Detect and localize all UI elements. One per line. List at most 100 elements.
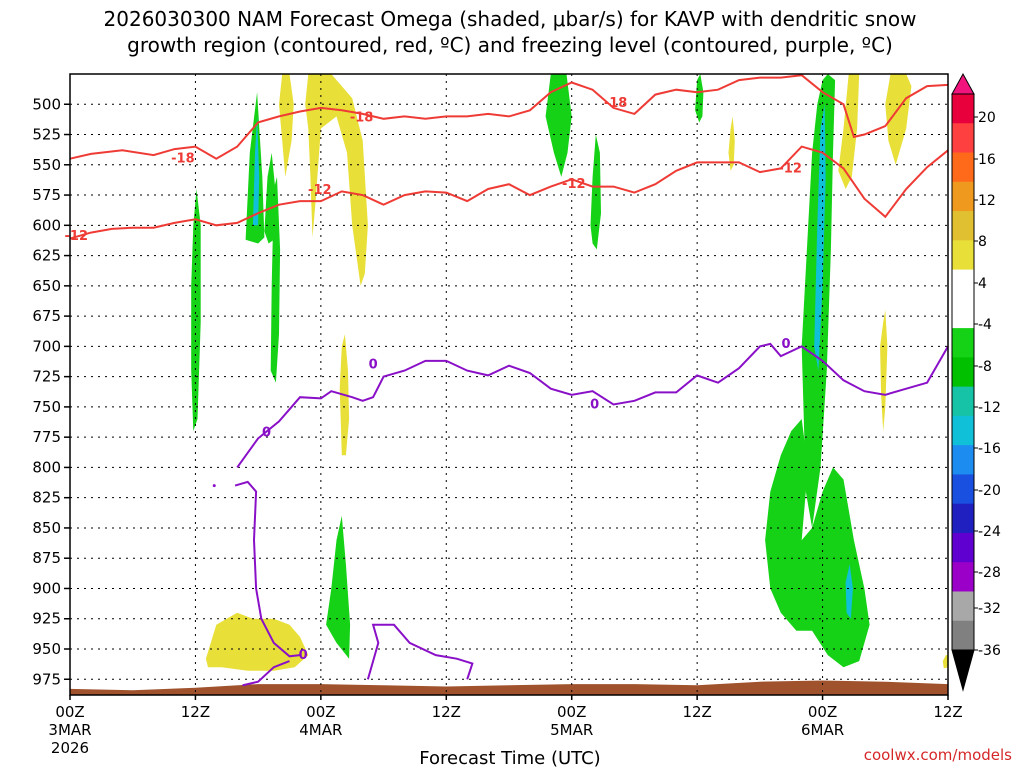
purple-contour-label-2: 0 <box>590 397 599 412</box>
chart-title-line-2: growth region (contoured, red, ºC) and f… <box>127 33 893 57</box>
colorbar-segment-11 <box>952 415 974 446</box>
y-tick-label-12: 800 <box>32 458 61 476</box>
colorbar-label-13: -36 <box>978 643 1001 659</box>
colorbar-label-7: -12 <box>978 400 1001 416</box>
freezing-contour-fragment-3 <box>366 623 474 680</box>
x-tick-label-0-2: 2026 <box>51 739 89 757</box>
y-tick-label-15: 875 <box>32 549 61 567</box>
credit-text: coolwx.com/models <box>864 746 1012 764</box>
y-tick-label-2: 550 <box>32 156 61 174</box>
colorbar-top-cap <box>951 72 975 95</box>
omega-region-21 <box>885 74 912 165</box>
y-tick-label-16: 900 <box>32 579 61 597</box>
colorbar-label-10: -24 <box>978 524 1001 540</box>
colorbar-segment-5 <box>952 240 974 271</box>
omega-region-11 <box>590 134 601 250</box>
omega-region-20 <box>880 310 888 432</box>
red-contour-label-2: -18 <box>604 96 628 111</box>
x-tick-label-5-0: 12Z <box>682 703 711 721</box>
y-tick-label-13: 825 <box>32 489 61 507</box>
x-tick-label-7-0: 12Z <box>933 703 962 721</box>
y-tick-label-6: 650 <box>32 277 61 295</box>
colorbar-segment-9 <box>952 357 974 388</box>
colorbar-label-11: -28 <box>978 565 1001 581</box>
colorbar-segment-6 <box>952 269 974 300</box>
y-tick-label-9: 725 <box>32 368 61 386</box>
x-tick-label-2-0: 00Z <box>306 703 335 721</box>
colorbar-segment-18 <box>952 620 974 651</box>
x-tick-label-4-0: 00Z <box>557 703 586 721</box>
red-contour-label-4: -12 <box>65 229 89 244</box>
y-tick-label-0: 500 <box>32 95 61 113</box>
omega-region-5 <box>191 189 201 432</box>
chart-title-line-1: 2026030300 NAM Forecast Omega (shaded, μ… <box>104 7 917 31</box>
y-tick-label-14: 850 <box>32 519 61 537</box>
colorbar-label-12: -32 <box>978 601 1001 617</box>
y-tick-label-19: 975 <box>32 670 61 688</box>
x-tick-label-3-0: 12Z <box>432 703 461 721</box>
colorbar-label-0: 20 <box>978 110 996 126</box>
x-axis-label: Forecast Time (UTC) <box>419 748 600 768</box>
x-tick-label-0-0: 00Z <box>55 703 84 721</box>
y-tick-label-1: 525 <box>32 126 61 144</box>
omega-region-3 <box>270 176 281 383</box>
colorbar-bottom-cap <box>951 649 975 692</box>
ground-terrain <box>70 680 948 695</box>
purple-contour-label-4: 0 <box>299 648 308 663</box>
colorbar-segment-12 <box>952 445 974 475</box>
purple-contour-label-1: 0 <box>369 358 378 373</box>
colorbar-segment-7 <box>952 298 974 329</box>
colorbar-segment-13 <box>952 474 974 505</box>
colorbar-segment-3 <box>952 181 974 212</box>
omega-region-2 <box>264 152 276 244</box>
omega-region-9 <box>205 612 309 671</box>
colorbar-segment-16 <box>952 562 974 592</box>
y-tick-label-4: 600 <box>32 216 61 234</box>
colorbar-segment-17 <box>952 591 974 622</box>
freezing-contour-fragment-1 <box>234 480 301 658</box>
omega-region-4 <box>279 74 294 177</box>
dgz-bottom-contour <box>69 145 949 240</box>
colorbar-label-9: -20 <box>978 483 1001 499</box>
red-contour-label-0: -18 <box>171 152 195 167</box>
y-tick-label-11: 775 <box>32 428 61 446</box>
colorbar-segment-0 <box>952 94 974 124</box>
x-tick-label-1-0: 12Z <box>181 703 210 721</box>
x-tick-label-2-1: 4MAR <box>299 721 342 739</box>
omega-region-17 <box>814 104 826 371</box>
omega-region-13 <box>728 116 735 171</box>
colorbar-segment-10 <box>952 386 974 417</box>
colorbar-segment-2 <box>952 152 974 183</box>
colorbar-label-8: -16 <box>978 441 1001 457</box>
y-tick-label-17: 925 <box>32 610 61 628</box>
purple-contour-label-0: 0 <box>262 425 271 440</box>
omega-region-1 <box>252 116 260 226</box>
x-tick-label-6-1: 6MAR <box>801 721 844 739</box>
red-contour-label-6: -12 <box>778 161 802 176</box>
red-contour-label-5: -12 <box>562 177 586 192</box>
omega-region-22 <box>942 655 948 669</box>
y-tick-label-7: 675 <box>32 307 61 325</box>
omega-region-6 <box>305 74 368 286</box>
y-tick-label-10: 750 <box>32 398 61 416</box>
x-tick-label-6-0: 00Z <box>808 703 837 721</box>
x-tick-label-4-1: 5MAR <box>550 721 593 739</box>
colorbar-segment-1 <box>952 123 974 154</box>
colorbar-label-1: 16 <box>978 152 996 168</box>
dgz-top-contour <box>69 74 949 160</box>
plot-area: -18 -18 -18 -12 -12 -12 -12 0 0 0 0 0 500 525 550 575 60… <box>32 72 1001 757</box>
colorbar-label-6: -8 <box>978 359 992 375</box>
colorbar-segment-8 <box>952 328 974 358</box>
plot-frame <box>69 73 949 696</box>
omega-region-14 <box>838 74 860 189</box>
colorbar: 20 16 12 8 4 -4 -8 -12 -16 -20 -24 -28 -32 -36 <box>951 72 1001 692</box>
y-tick-label-8: 700 <box>32 337 61 355</box>
freezing-contour-dot <box>212 484 216 488</box>
colorbar-segment-4 <box>952 211 974 241</box>
y-tick-label-18: 950 <box>32 640 61 658</box>
omega-region-19 <box>845 564 853 619</box>
x-tick-label-0-1: 3MAR <box>48 721 91 739</box>
omega-region-12 <box>695 74 704 123</box>
colorbar-label-3: 8 <box>978 234 987 250</box>
colorbar-segment-15 <box>952 532 974 563</box>
